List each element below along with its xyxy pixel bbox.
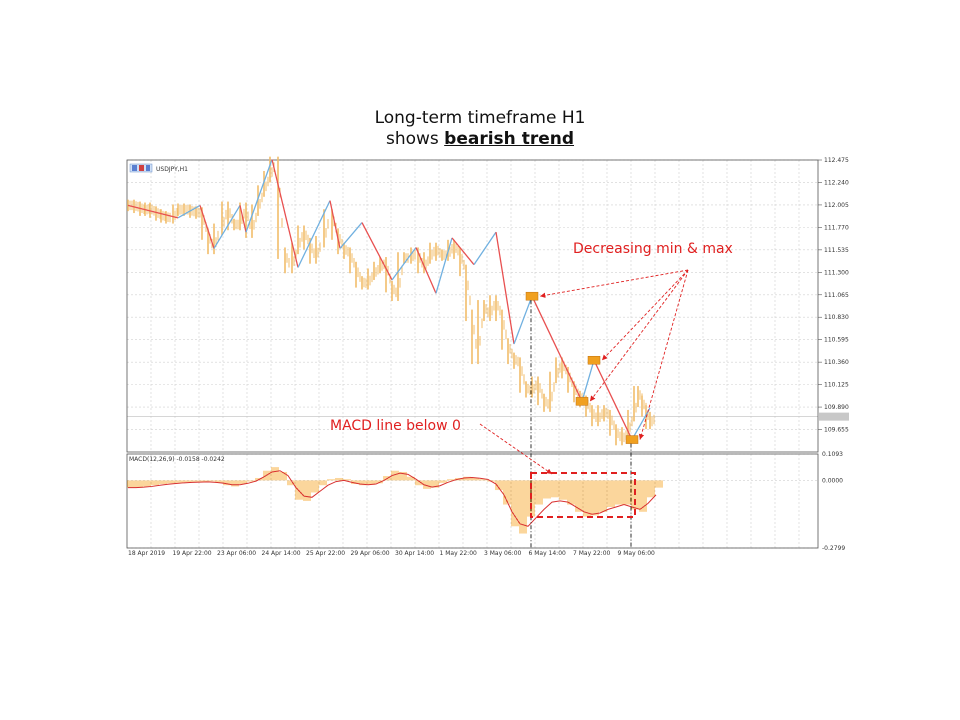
zigzag-segment [451,237,475,266]
zigzag-segment [473,231,497,266]
price-panel-frame [126,159,819,453]
annotation-arrow [479,423,553,475]
y-tick-label: 110.360 [824,359,849,366]
swing-marker [625,435,639,444]
current-price-box [819,412,849,421]
x-tick-label: 24 Apr 14:00 [262,550,301,557]
zigzag-segment [581,360,595,402]
zigzag-segment [531,295,583,402]
annotation-overlays [479,269,689,548]
chart-title-line1: Long-term timeframe H1 [374,108,586,128]
x-tick-label: 3 May 06:00 [484,550,522,557]
annotation-arrow [638,269,689,440]
x-tick-label: 7 May 22:00 [573,550,611,557]
annotation-arrow [589,269,689,402]
y-tick-label: 112.475 [824,157,849,164]
x-tick-label: 29 Apr 06:00 [351,550,390,557]
y-tick-label: 110.830 [824,314,849,321]
macd-signal-line [128,470,657,527]
macd-y-tick-label: 0.1093 [822,451,843,458]
symbol-badge [129,163,153,173]
zigzag-segment [513,295,533,345]
y-tick-label: 109.890 [824,404,849,411]
swing-marker [525,291,539,301]
y-tick-label: 110.125 [824,382,849,389]
macd-label: MACD(12,26,9) -0.0158 -0.0242 [129,456,225,463]
zigzag-segment [271,159,299,268]
annotation-arrow [601,269,689,361]
y-tick-label: 111.065 [824,292,849,299]
x-tick-label: 25 Apr 22:00 [306,550,345,557]
zigzag-segment [239,205,247,233]
zigzag-segment [245,159,273,233]
x-tick-label: 6 May 14:00 [529,550,567,557]
zigzag-segment [631,407,651,440]
symbol-label: USDJPY,H1 [156,166,188,173]
zigzag-segment [297,200,331,268]
y-tick-label: 112.240 [824,179,849,186]
zigzag-segment [199,205,215,249]
price-axis-ticks: 112.475 112.240 112.005 111.770 111.535 111.3… [818,157,849,552]
zigzag-segment [495,232,515,345]
chart-frames [126,159,819,549]
y-tick-label: 109.655 [824,427,849,434]
y-tick-label: 111.535 [824,247,849,254]
x-tick-label: 23 Apr 06:00 [217,550,256,557]
chart-title-line2: shows bearish trend [0,129,960,149]
macd-panel [127,467,663,534]
y-tick-label: 112.005 [824,202,849,209]
zigzag-indicator [127,159,651,440]
y-tick-label: 111.300 [824,269,849,276]
macd-y-tick-label: -0.2799 [822,545,845,552]
zigzag-segment [127,204,179,219]
annotation-arrow [539,269,689,298]
title-prefix: shows [385,129,439,149]
macd-highlight-box [530,472,636,518]
title-emphasis: bearish trend [444,129,575,149]
annotation-macd: MACD line below 0 [330,418,461,434]
x-tick-label: 19 Apr 22:00 [173,550,212,557]
zigzag-segment [435,237,453,294]
zigzag-segment [391,247,417,281]
time-axis-ticks: 18 Apr 2019 19 Apr 22:00 23 Apr 06:00 24 Ap… [128,550,655,557]
swing-marker [587,355,601,365]
macd-panel-frame [126,453,819,549]
zigzag-segment [177,204,201,219]
x-tick-label: 30 Apr 14:00 [395,550,434,557]
annotation-minmax: Decreasing min & max [573,241,733,257]
swing-marker [575,397,589,406]
y-tick-label: 111.770 [824,224,849,231]
zigzag-segment [415,247,437,294]
zigzag-segment [213,205,241,249]
x-tick-label: 18 Apr 2019 [128,550,165,557]
x-tick-label: 1 May 22:00 [440,550,478,557]
zigzag-segment [361,222,393,281]
y-tick-label: 110.595 [824,337,849,344]
zigzag-segment [593,359,633,440]
x-tick-label: 9 May 06:00 [618,550,656,557]
zigzag-segment [329,200,341,249]
macd-y-tick-label: 0.0000 [822,477,843,484]
zigzag-segment [339,222,363,249]
